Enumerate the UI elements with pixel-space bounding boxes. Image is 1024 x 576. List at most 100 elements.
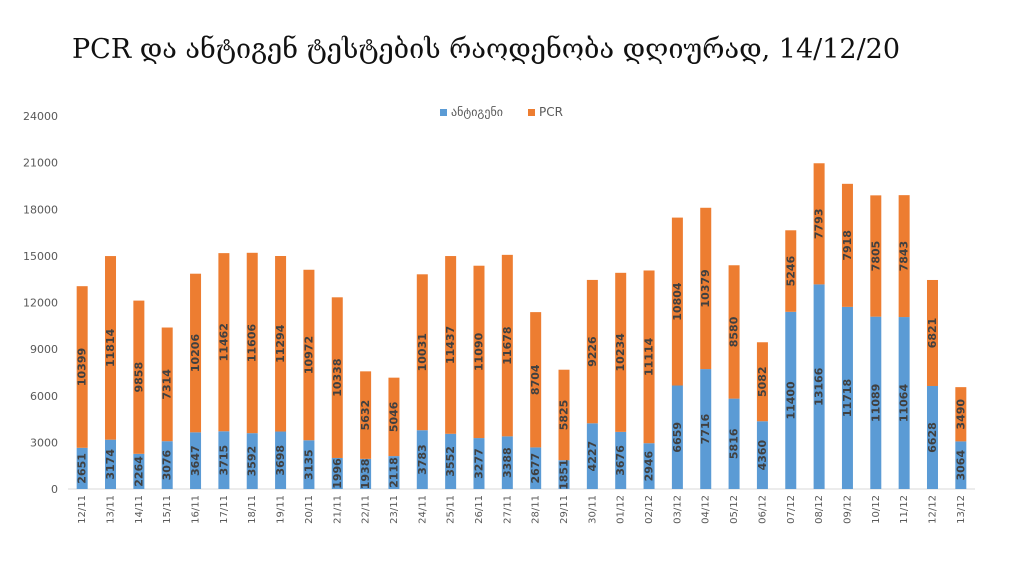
bar-antigen xyxy=(246,433,258,489)
data-label-pcr: 11462 xyxy=(217,323,230,361)
bar-pcr xyxy=(331,297,343,458)
data-label-pcr: 10804 xyxy=(671,282,684,321)
data-label-pcr: 8704 xyxy=(529,364,542,395)
bar-pcr xyxy=(190,273,202,433)
x-tick-label: 27/11 xyxy=(502,495,513,524)
bar-pcr xyxy=(926,279,938,386)
data-label-antigen: 3698 xyxy=(274,445,287,476)
y-tick-label: 9000 xyxy=(30,343,58,356)
x-tick-label: 04/12 xyxy=(701,495,712,524)
bar-antigen xyxy=(615,431,627,489)
data-label-antigen: 11400 xyxy=(784,381,797,420)
data-label-antigen: 6659 xyxy=(671,422,684,453)
x-tick-label: 23/11 xyxy=(389,495,400,524)
data-label-pcr: 7314 xyxy=(161,369,174,400)
x-tick-label: 06/12 xyxy=(757,495,768,524)
bar-antigen xyxy=(870,316,882,489)
bar-pcr xyxy=(473,265,485,439)
legend-label-pcr: PCR xyxy=(539,105,563,119)
data-label-antigen: 4227 xyxy=(586,441,599,472)
x-tick-label: 12/12 xyxy=(927,495,938,524)
data-label-antigen: 5816 xyxy=(728,428,741,459)
x-tick-label: 07/12 xyxy=(786,495,797,524)
data-label-antigen: 2118 xyxy=(387,457,400,488)
bar-pcr xyxy=(303,269,315,441)
bar-antigen xyxy=(756,421,768,489)
bar-antigen xyxy=(218,431,230,489)
data-label-antigen: 4360 xyxy=(756,439,769,470)
bar-antigen xyxy=(473,438,485,489)
bar-pcr xyxy=(615,272,627,432)
bar-antigen xyxy=(955,441,967,489)
x-tick-label: 28/11 xyxy=(531,495,542,524)
bar-antigen xyxy=(133,453,145,489)
bar-pcr xyxy=(756,342,768,422)
bar-antigen xyxy=(501,436,513,489)
x-tick-label: 01/12 xyxy=(616,495,627,524)
data-label-antigen: 3676 xyxy=(614,445,627,476)
legend-swatch-pcr xyxy=(528,109,535,116)
data-label-antigen: 11064 xyxy=(898,384,911,423)
x-tick-label: 17/11 xyxy=(219,495,230,524)
bar-antigen xyxy=(388,456,400,489)
data-label-pcr: 5246 xyxy=(784,255,797,286)
data-label-antigen: 11718 xyxy=(841,379,854,417)
data-label-pcr: 6821 xyxy=(926,318,939,349)
bar-antigen xyxy=(530,447,542,489)
y-tick-label: 18000 xyxy=(23,203,58,216)
y-tick-label: 24000 xyxy=(23,110,58,123)
x-tick-label: 15/11 xyxy=(162,495,173,524)
data-label-pcr: 10234 xyxy=(614,333,627,372)
x-tick-label: 29/11 xyxy=(559,495,570,524)
data-label-pcr: 10399 xyxy=(76,348,89,386)
data-label-antigen: 3647 xyxy=(189,445,202,476)
data-label-pcr: 10031 xyxy=(416,333,429,371)
x-tick-label: 30/11 xyxy=(587,495,598,524)
legend-swatch-antigen xyxy=(440,109,447,116)
bar-antigen xyxy=(671,385,683,489)
data-label-antigen: 3715 xyxy=(217,445,230,476)
bar-pcr xyxy=(955,387,967,442)
data-label-antigen: 3277 xyxy=(472,448,485,479)
data-label-pcr: 10379 xyxy=(699,269,712,307)
bar-pcr xyxy=(161,327,173,442)
bar-antigen xyxy=(275,431,287,489)
data-label-pcr: 5046 xyxy=(387,401,400,432)
bar-pcr xyxy=(275,255,287,432)
bar-pcr xyxy=(501,254,513,437)
data-label-pcr: 7805 xyxy=(869,241,882,272)
bar-antigen xyxy=(303,440,315,489)
data-label-pcr: 5632 xyxy=(359,400,372,431)
data-label-pcr: 11294 xyxy=(274,324,287,363)
data-label-pcr: 11114 xyxy=(643,337,656,376)
bar-antigen xyxy=(813,284,825,489)
data-label-pcr: 11437 xyxy=(444,326,457,364)
data-label-pcr: 7793 xyxy=(813,209,826,240)
bar-antigen xyxy=(841,306,853,489)
bar-pcr xyxy=(246,252,258,434)
bar-antigen xyxy=(360,458,372,489)
data-label-pcr: 10972 xyxy=(302,336,315,374)
bar-pcr xyxy=(586,279,598,424)
x-tick-label: 10/12 xyxy=(871,495,882,524)
y-tick-label: 6000 xyxy=(30,390,58,403)
data-label-pcr: 11606 xyxy=(246,324,259,363)
bar-antigen xyxy=(190,432,202,489)
chart-title: PCR და ანტიგენ ტესტების რაოდენობა დღიურა… xyxy=(72,34,901,65)
x-tick-label: 19/11 xyxy=(276,495,287,524)
x-tick-label: 11/12 xyxy=(899,495,910,524)
bar-antigen xyxy=(161,441,173,489)
bar-pcr xyxy=(416,274,428,431)
bar-antigen xyxy=(785,311,797,489)
data-label-antigen: 13166 xyxy=(813,367,826,406)
x-tick-label: 21/11 xyxy=(332,495,343,524)
data-label-pcr: 3490 xyxy=(954,399,967,430)
bar-pcr xyxy=(643,270,655,444)
data-label-antigen: 3592 xyxy=(246,446,259,477)
bar-pcr xyxy=(700,207,712,370)
x-tick-label: 22/11 xyxy=(361,495,372,524)
data-label-pcr: 7843 xyxy=(898,241,911,272)
x-tick-label: 09/12 xyxy=(842,495,853,524)
data-label-pcr: 5082 xyxy=(756,366,769,397)
